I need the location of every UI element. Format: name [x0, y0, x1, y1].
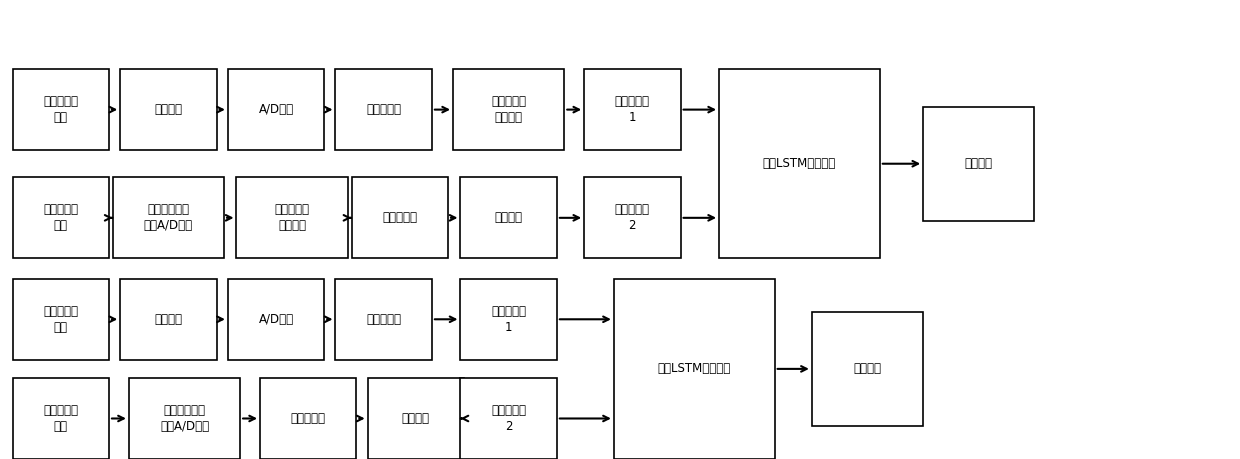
Bar [336, 279, 432, 360]
Text: 训练数据集
2: 训练数据集 2 [615, 203, 650, 232]
Bar [12, 69, 109, 150]
Text: 在线监听: 在线监听 [853, 363, 882, 375]
Text: 采样、分帧: 采样、分帧 [366, 313, 402, 326]
Bar [228, 279, 325, 360]
Bar [460, 279, 557, 360]
Text: 超声波信号
采集: 超声波信号 采集 [43, 95, 78, 124]
Bar [351, 177, 448, 258]
Text: 采样、分帧: 采样、分帧 [366, 103, 402, 116]
Text: 特征提取: 特征提取 [402, 412, 430, 425]
Text: 数据存储及
类别标志: 数据存储及 类别标志 [274, 203, 310, 232]
Text: 信号放大、采
样、A/D转换: 信号放大、采 样、A/D转换 [160, 404, 210, 433]
Text: 可听声信号
采集: 可听声信号 采集 [43, 404, 78, 433]
Bar [460, 177, 557, 258]
Bar [584, 69, 681, 150]
Bar [923, 107, 1034, 220]
Text: 可听声信号
采集: 可听声信号 采集 [43, 203, 78, 232]
Bar [260, 378, 356, 459]
Text: 超声波信号
采集: 超声波信号 采集 [43, 305, 78, 334]
Text: 信号放大、采
样、A/D转换: 信号放大、采 样、A/D转换 [144, 203, 193, 232]
Text: 并行LSTM网络模型: 并行LSTM网络模型 [657, 363, 730, 375]
Text: 数据存储及
类别标志: 数据存储及 类别标志 [491, 95, 526, 124]
Bar [453, 69, 564, 150]
Bar [228, 69, 325, 150]
Text: A/D转换: A/D转换 [258, 313, 294, 326]
Bar [120, 279, 217, 360]
Text: 识别数据集
1: 识别数据集 1 [491, 305, 526, 334]
Text: 特征提取: 特征提取 [495, 211, 522, 224]
Bar [812, 312, 923, 425]
Text: 并行LSTM网络模型: 并行LSTM网络模型 [763, 157, 836, 170]
Bar [120, 69, 217, 150]
Text: 识别结果: 识别结果 [965, 157, 993, 170]
Bar [614, 279, 775, 459]
Bar [336, 69, 432, 150]
Bar [12, 177, 109, 258]
Bar [460, 378, 557, 459]
Text: A/D转换: A/D转换 [258, 103, 294, 116]
Bar [12, 378, 109, 459]
Bar [584, 177, 681, 258]
Bar [129, 378, 241, 459]
Bar [12, 279, 109, 360]
Text: 分帧、加窗: 分帧、加窗 [382, 211, 418, 224]
Bar [237, 177, 347, 258]
Bar [113, 177, 224, 258]
Text: 训练数据集
1: 训练数据集 1 [615, 95, 650, 124]
Bar [719, 69, 880, 258]
Text: 识别数据集
2: 识别数据集 2 [491, 404, 526, 433]
Text: 分帧、加窗: 分帧、加窗 [290, 412, 326, 425]
Text: 信号放大: 信号放大 [155, 313, 182, 326]
Bar [367, 378, 464, 459]
Text: 信号放大: 信号放大 [155, 103, 182, 116]
